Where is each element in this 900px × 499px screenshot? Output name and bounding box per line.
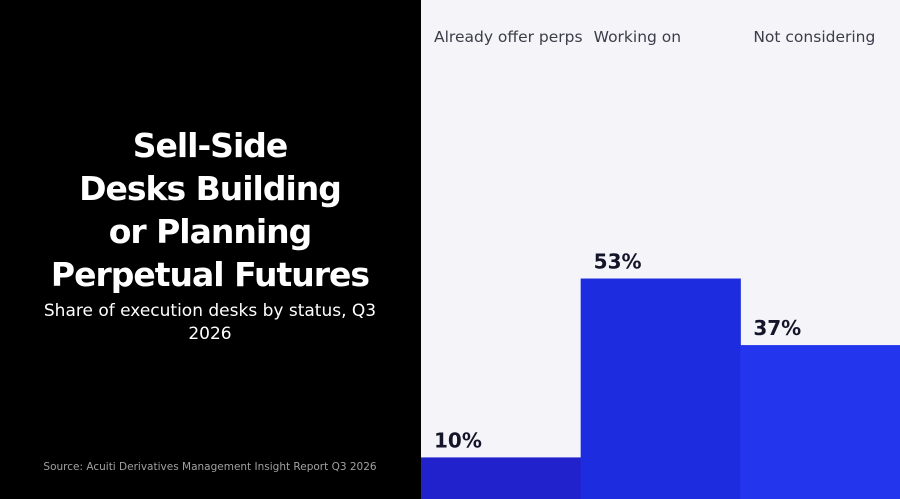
chart-area: 10% Already offer perps 53% Working on 37% No… bbox=[421, 0, 900, 499]
data-label: 53% bbox=[594, 250, 642, 274]
bar bbox=[740, 345, 900, 499]
chart-title-line: Desks Building bbox=[79, 169, 342, 208]
bar bbox=[580, 278, 741, 499]
category-label: Working on bbox=[594, 28, 681, 46]
chart-source: Source: Acuiti Derivatives Management In… bbox=[43, 461, 377, 473]
chart-title-line: Sell-Side bbox=[132, 126, 289, 165]
category-label: Not considering bbox=[753, 28, 875, 46]
bar bbox=[421, 457, 582, 499]
chart-title: Sell-Side Desks Building or Planning Perpet… bbox=[20, 124, 400, 296]
data-label: 37% bbox=[753, 316, 801, 340]
data-label: 10% bbox=[434, 428, 482, 452]
chart-title-line: Perpetual Futures bbox=[50, 255, 370, 294]
chart-subtitle: Share of execution desks by status, Q3 2… bbox=[43, 301, 377, 344]
bar-chart: 10% Already offer perps 53% Working on 37% No… bbox=[421, 28, 900, 499]
chart-title-line: or Planning bbox=[108, 212, 313, 251]
category-label: Already offer perps bbox=[434, 28, 583, 46]
title-panel: Sell-Side Desks Building or Planning Perpet… bbox=[0, 0, 421, 499]
